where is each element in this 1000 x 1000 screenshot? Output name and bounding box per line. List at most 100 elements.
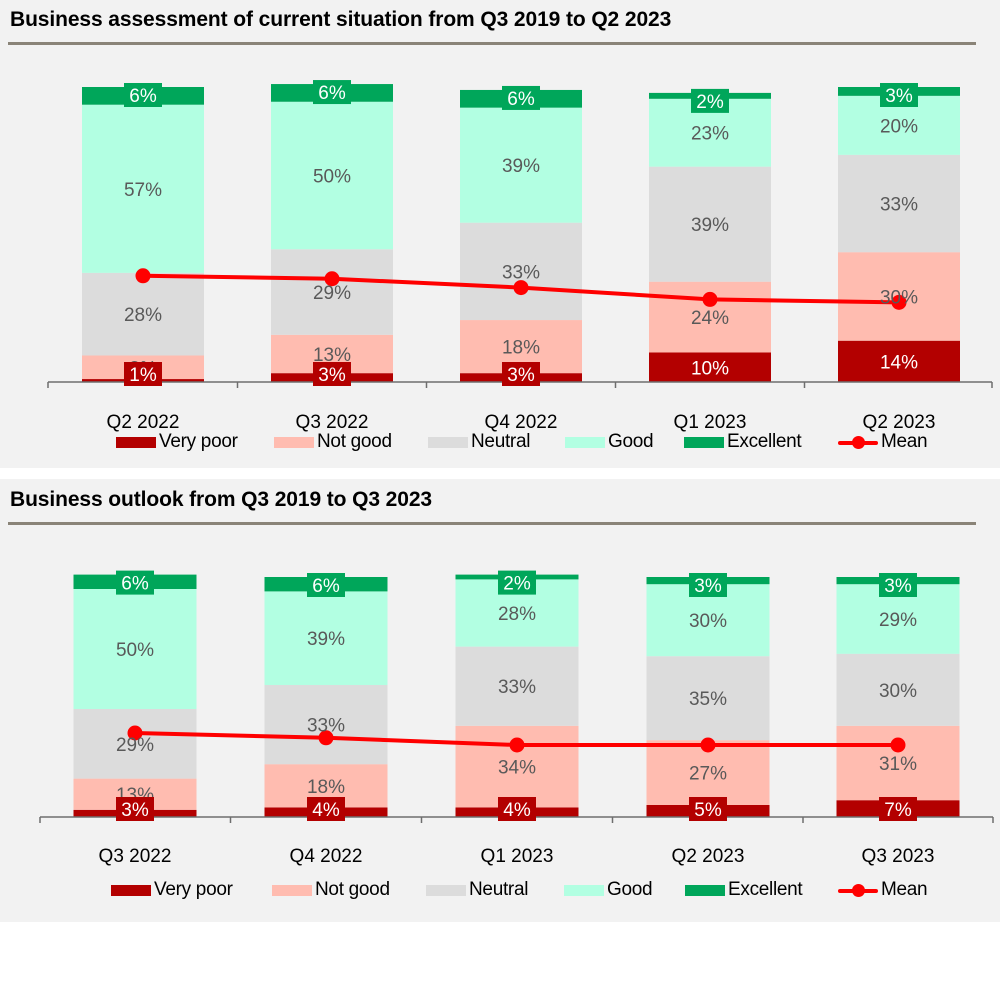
data-label-box xyxy=(313,362,351,386)
legend-swatch-good xyxy=(564,884,604,896)
data-label-box xyxy=(879,797,917,821)
data-label: 29% xyxy=(313,283,351,304)
legend-label: Neutral xyxy=(469,879,529,900)
bar-segment-neutral xyxy=(455,646,579,726)
data-label-box xyxy=(307,573,345,597)
data-label-box xyxy=(116,570,154,595)
x-tick-label: Q3 2022 xyxy=(99,846,172,867)
bar-segment-neutral xyxy=(73,709,197,779)
bar-segment-good xyxy=(271,101,393,250)
bar-segment-good xyxy=(264,591,388,685)
data-label: 30% xyxy=(689,611,727,632)
legend-item-very-poor: Very poor xyxy=(111,878,233,902)
data-label-box xyxy=(124,83,162,107)
x-tick-label: Q4 2022 xyxy=(290,846,363,867)
data-label: 6% xyxy=(507,89,535,110)
data-label: 39% xyxy=(307,629,345,650)
legend-item-not-good: Not good xyxy=(272,878,390,902)
x-tick-label: Q2 2022 xyxy=(107,412,180,433)
data-label: 4% xyxy=(312,800,340,821)
data-label-box xyxy=(691,88,729,113)
data-label: 35% xyxy=(689,689,727,710)
legend-swatch-not-good xyxy=(274,436,314,448)
legend-label: Good xyxy=(608,431,654,452)
chart-panel-assessment: Business assessment of current situation… xyxy=(0,0,1000,468)
mean-point xyxy=(324,271,340,287)
chart-title: Business assessment of current situation… xyxy=(10,8,672,31)
data-label: 29% xyxy=(879,610,917,631)
data-label: 33% xyxy=(502,262,540,283)
data-label: 6% xyxy=(121,574,149,595)
data-label: 2% xyxy=(503,574,531,595)
legend-label: Mean xyxy=(881,879,928,900)
legend-item-good: Good xyxy=(565,430,654,454)
legend-swatch-good xyxy=(565,436,605,448)
legend-item-excellent: Excellent xyxy=(684,430,802,454)
data-label: 34% xyxy=(498,758,536,779)
title-divider xyxy=(8,42,976,45)
bar-segment-neutral xyxy=(649,166,771,282)
data-label: 30% xyxy=(880,287,918,308)
data-label-box xyxy=(313,80,351,105)
data-label: 3% xyxy=(121,800,149,821)
data-label-box xyxy=(689,797,727,821)
data-label: 28% xyxy=(498,604,536,625)
legend-label: Very poor xyxy=(154,879,233,900)
data-label-box xyxy=(116,797,154,821)
legend-item-good: Good xyxy=(564,878,653,902)
legend-label: Excellent xyxy=(728,879,803,900)
data-labels-group: 29% 30% 31% 30% 35% 27% 28% 33% 34% 39% 33% 18% 50% 2… xyxy=(116,570,917,821)
mean-point xyxy=(702,291,718,307)
legend: Very poor Not good Neutral Good Excellen… xyxy=(0,430,1000,454)
data-label-box xyxy=(879,573,917,597)
data-label: 39% xyxy=(691,215,729,236)
data-label-box xyxy=(124,362,162,386)
stacked-bar-chart: Q2 2022 Q3 2022 Q4 2022 Q1 2023 Q2 2023 20% 33… xyxy=(47,80,993,433)
data-label: 30% xyxy=(879,681,917,702)
bar-segment-good xyxy=(460,107,582,223)
data-label: 3% xyxy=(694,576,722,597)
data-label: 10% xyxy=(691,358,729,379)
chart-title: Business outlook from Q3 2019 to Q3 2023 xyxy=(10,488,432,511)
bar-segment-neutral xyxy=(82,272,204,356)
bar-segment-very-poor xyxy=(649,352,771,382)
legend: Very poor Not good Neutral Good Excellen… xyxy=(0,878,1000,902)
x-tick-label: Q3 2023 xyxy=(862,846,935,867)
legend-label: Not good xyxy=(317,431,392,452)
legend-label: Neutral xyxy=(471,431,531,452)
legend-label: Mean xyxy=(881,431,928,452)
mean-point xyxy=(890,737,906,753)
legend-swatch-not-good xyxy=(272,884,312,896)
data-label-box xyxy=(307,797,345,821)
data-label-box xyxy=(498,797,536,821)
data-label: 33% xyxy=(307,716,345,737)
chart-panel-outlook: Business outlook from Q3 2019 to Q3 2023… xyxy=(0,479,1000,922)
legend-swatch-excellent xyxy=(684,436,724,448)
legend-item-neutral: Neutral xyxy=(426,878,528,902)
legend-label: Not good xyxy=(315,879,390,900)
data-label: 24% xyxy=(691,308,729,329)
legend-swatch-very-poor xyxy=(116,436,156,448)
legend-swatch-neutral xyxy=(426,884,466,896)
data-label: 6% xyxy=(312,576,340,597)
data-label-box xyxy=(502,362,540,386)
legend-label: Good xyxy=(607,879,653,900)
x-tick-label: Q4 2022 xyxy=(485,412,558,433)
legend-label: Very poor xyxy=(159,431,238,452)
data-label: 5% xyxy=(694,800,722,821)
data-label: 4% xyxy=(503,800,531,821)
data-label: 2% xyxy=(696,92,724,113)
bar-segment-neutral xyxy=(836,653,960,726)
data-label: 57% xyxy=(124,180,162,201)
data-label: 20% xyxy=(880,116,918,137)
bar-segment-good xyxy=(82,104,204,273)
mean-point xyxy=(891,294,907,310)
data-label: 13% xyxy=(313,345,351,366)
legend-item-mean: Mean xyxy=(838,430,928,454)
data-labels-group: 20% 33% 30% 14% 23% 39% 24% 10% 39% 33% 18% 50% 29% 1… xyxy=(124,80,918,386)
data-label: 3% xyxy=(884,576,912,597)
bar-segment-very-poor xyxy=(838,340,960,382)
bar-segment-neutral xyxy=(646,656,770,741)
mean-point xyxy=(318,730,334,746)
x-tick-label: Q2 2023 xyxy=(863,412,936,433)
